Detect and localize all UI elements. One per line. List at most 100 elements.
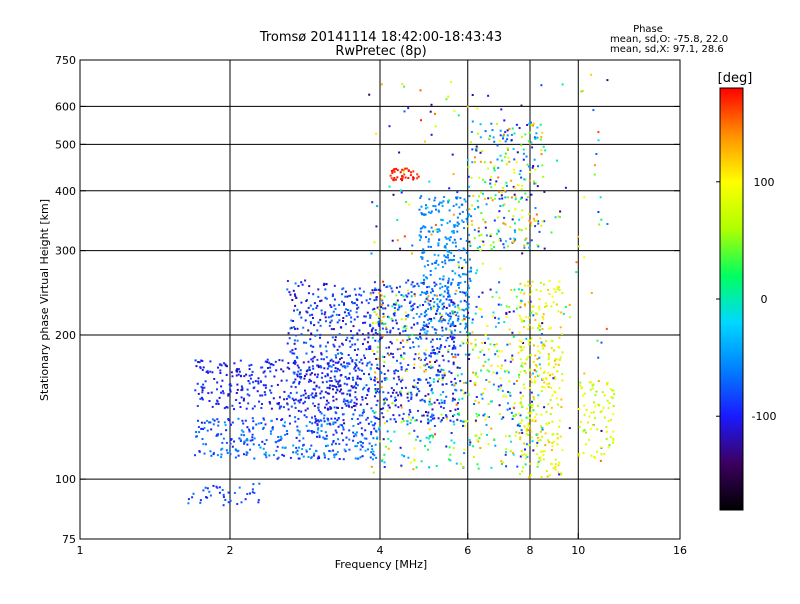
data-point	[472, 445, 475, 448]
data-point	[471, 331, 474, 334]
data-point	[266, 358, 269, 361]
data-point	[480, 369, 483, 372]
data-point	[460, 373, 463, 376]
data-point	[444, 319, 447, 322]
data-point	[372, 333, 375, 336]
data-point	[366, 362, 369, 365]
data-point	[552, 433, 555, 435]
data-point	[434, 331, 437, 334]
data-point	[538, 363, 541, 366]
data-point	[313, 396, 316, 399]
data-point	[267, 367, 269, 369]
data-point	[202, 366, 205, 369]
data-point	[549, 413, 552, 415]
data-point	[314, 334, 317, 337]
data-point	[332, 343, 335, 346]
data-point	[433, 281, 436, 284]
data-point	[425, 436, 428, 439]
data-point	[252, 426, 255, 429]
data-point	[324, 288, 327, 291]
data-point	[521, 470, 524, 473]
data-point	[476, 376, 479, 379]
data-point	[508, 161, 511, 163]
data-point	[452, 231, 455, 234]
data-point	[427, 326, 430, 328]
data-point	[422, 414, 425, 417]
data-point	[536, 365, 538, 368]
data-point	[488, 370, 491, 373]
data-point	[324, 391, 327, 394]
data-point	[304, 392, 307, 395]
data-point	[453, 383, 456, 386]
data-point	[380, 83, 383, 86]
data-point	[387, 316, 390, 319]
data-point	[449, 335, 452, 338]
data-point	[245, 451, 248, 454]
data-point	[263, 391, 266, 394]
data-point	[453, 109, 456, 112]
data-point	[522, 342, 525, 344]
data-point	[431, 307, 434, 310]
data-point	[513, 193, 516, 196]
data-point	[468, 240, 471, 243]
data-point	[524, 284, 526, 287]
data-point	[370, 293, 373, 296]
data-point	[439, 201, 442, 204]
data-point	[361, 396, 364, 399]
data-point	[452, 363, 455, 366]
data-point	[407, 289, 409, 292]
data-point	[410, 308, 413, 311]
data-point	[395, 294, 398, 297]
data-point	[559, 356, 562, 359]
data-point	[609, 388, 612, 391]
data-point	[430, 233, 433, 236]
data-point	[427, 264, 430, 266]
y-tick-label: 100	[55, 473, 76, 486]
data-point	[300, 301, 303, 304]
data-point	[387, 304, 390, 307]
data-point	[245, 453, 248, 456]
data-point	[413, 379, 416, 382]
data-point	[212, 451, 215, 454]
data-point	[459, 300, 462, 303]
data-point	[263, 418, 266, 421]
data-point	[534, 381, 536, 384]
data-point	[519, 358, 522, 361]
data-point	[422, 364, 425, 367]
data-point	[468, 185, 471, 188]
data-point	[442, 302, 445, 305]
data-point	[375, 321, 378, 324]
data-point	[336, 406, 338, 409]
data-point	[503, 133, 505, 136]
data-point	[466, 336, 469, 339]
data-point	[385, 328, 388, 331]
data-point	[446, 313, 449, 316]
data-point	[427, 295, 430, 298]
data-point	[333, 453, 336, 456]
data-point	[282, 424, 285, 427]
data-point	[533, 219, 536, 222]
data-point	[508, 391, 511, 394]
data-point	[536, 185, 539, 188]
data-point	[457, 261, 460, 264]
data-point	[605, 425, 608, 428]
data-point	[337, 385, 340, 388]
data-point	[407, 391, 410, 394]
data-point	[518, 305, 521, 308]
data-point	[492, 241, 495, 244]
data-point	[505, 184, 508, 187]
data-point	[436, 294, 438, 297]
data-point	[606, 381, 609, 384]
data-point	[293, 352, 296, 355]
data-point	[248, 394, 251, 397]
data-point	[375, 377, 378, 380]
data-point	[407, 313, 410, 316]
data-point	[257, 501, 260, 504]
data-point	[300, 410, 303, 413]
data-point	[531, 419, 534, 422]
data-point	[440, 368, 443, 371]
data-point	[520, 397, 522, 400]
data-point	[406, 423, 409, 426]
data-point	[557, 215, 560, 218]
data-point	[323, 420, 326, 423]
